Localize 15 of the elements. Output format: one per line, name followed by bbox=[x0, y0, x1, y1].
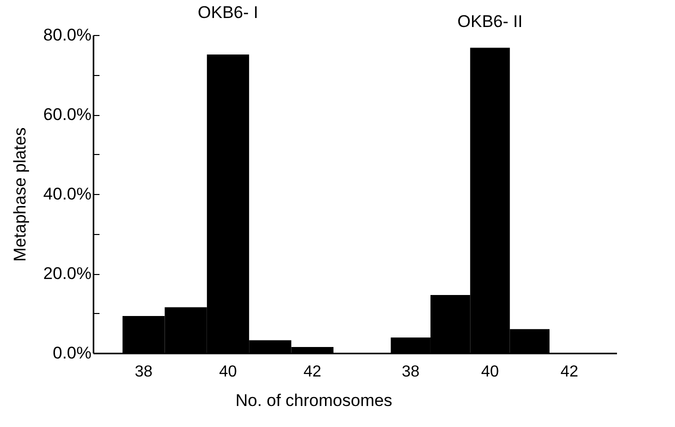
y-tick-label: 0.0% bbox=[52, 344, 92, 362]
y-axis-title: Metaphase plates bbox=[10, 127, 30, 262]
x-tick-label: 40 bbox=[219, 364, 237, 380]
x-tick-label: 38 bbox=[402, 364, 420, 380]
x-tick-label: 42 bbox=[560, 364, 578, 380]
chart-title: OKB6- I bbox=[198, 3, 258, 22]
x-tick-label: 40 bbox=[481, 364, 499, 380]
y-tick-label: 20.0% bbox=[43, 264, 92, 283]
y-tick-label: 80.0% bbox=[43, 26, 92, 44]
x-axis-title: No. of chromosomes bbox=[235, 391, 392, 410]
x-tick-label: 38 bbox=[134, 364, 153, 380]
x-tick-label: 42 bbox=[303, 364, 322, 380]
y-tick-label: 40.0% bbox=[43, 184, 92, 204]
y-tick-label: 60.0% bbox=[43, 105, 92, 124]
chart-title: OKB6- II bbox=[457, 12, 523, 31]
